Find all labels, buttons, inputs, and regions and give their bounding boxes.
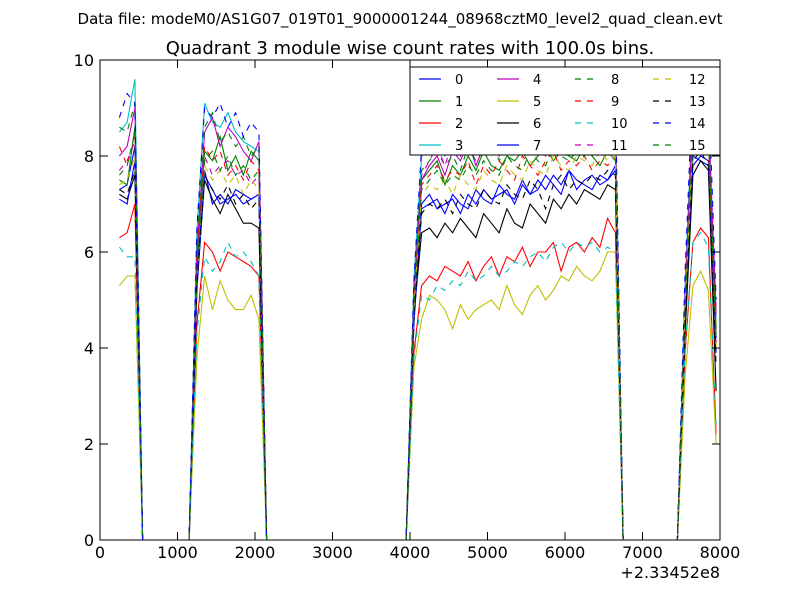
legend-label-1: 1 — [455, 95, 463, 110]
suptitle: Data file: modeM0/AS1G07_019T01_90000012… — [78, 10, 723, 29]
legend-label-2: 2 — [455, 117, 463, 132]
series-line-10 — [118, 231, 717, 541]
chart-title: Quadrant 3 module wise count rates with … — [166, 38, 655, 59]
x-tick-label: 5000 — [467, 543, 508, 562]
legend-label-7: 7 — [533, 139, 541, 154]
legend-label-8: 8 — [611, 73, 619, 88]
series-line-9 — [118, 136, 717, 541]
legend-label-14: 14 — [689, 117, 706, 132]
y-tick-label: 8 — [84, 147, 94, 166]
x-tick-label: 6000 — [545, 543, 586, 562]
x-tick-label: 7000 — [622, 543, 663, 562]
y-tick-label: 0 — [84, 531, 94, 550]
y-tick-label: 2 — [84, 435, 94, 454]
x-tick-label: 0 — [95, 543, 105, 562]
legend-label-0: 0 — [455, 73, 463, 88]
legend-label-6: 6 — [533, 117, 541, 132]
legend-label-4: 4 — [533, 73, 541, 88]
y-tick-label: 10 — [74, 51, 94, 70]
x-tick-label: 8000 — [700, 543, 741, 562]
x-tick-label: 4000 — [390, 543, 431, 562]
legend-box — [409, 66, 721, 156]
series-line-12 — [119, 135, 717, 541]
legend-label-5: 5 — [533, 95, 541, 110]
legend-label-10: 10 — [611, 117, 628, 132]
legend-label-3: 3 — [455, 139, 463, 154]
y-tick-label: 6 — [84, 243, 94, 262]
x-offset-label: +2.33452e8 — [620, 563, 720, 582]
y-tick-label: 4 — [84, 339, 94, 358]
legend-label-9: 9 — [611, 95, 619, 110]
legend-label-11: 11 — [611, 139, 628, 154]
legend-label-13: 13 — [689, 95, 706, 110]
legend-label-12: 12 — [689, 73, 706, 88]
x-tick-label: 3000 — [312, 543, 353, 562]
series-line-15 — [118, 126, 717, 541]
x-tick-label: 2000 — [235, 543, 276, 562]
plot-lines — [118, 68, 717, 541]
series-line-5 — [118, 251, 717, 541]
x-tick-label: 1000 — [157, 543, 198, 562]
legend-label-15: 15 — [689, 139, 706, 154]
